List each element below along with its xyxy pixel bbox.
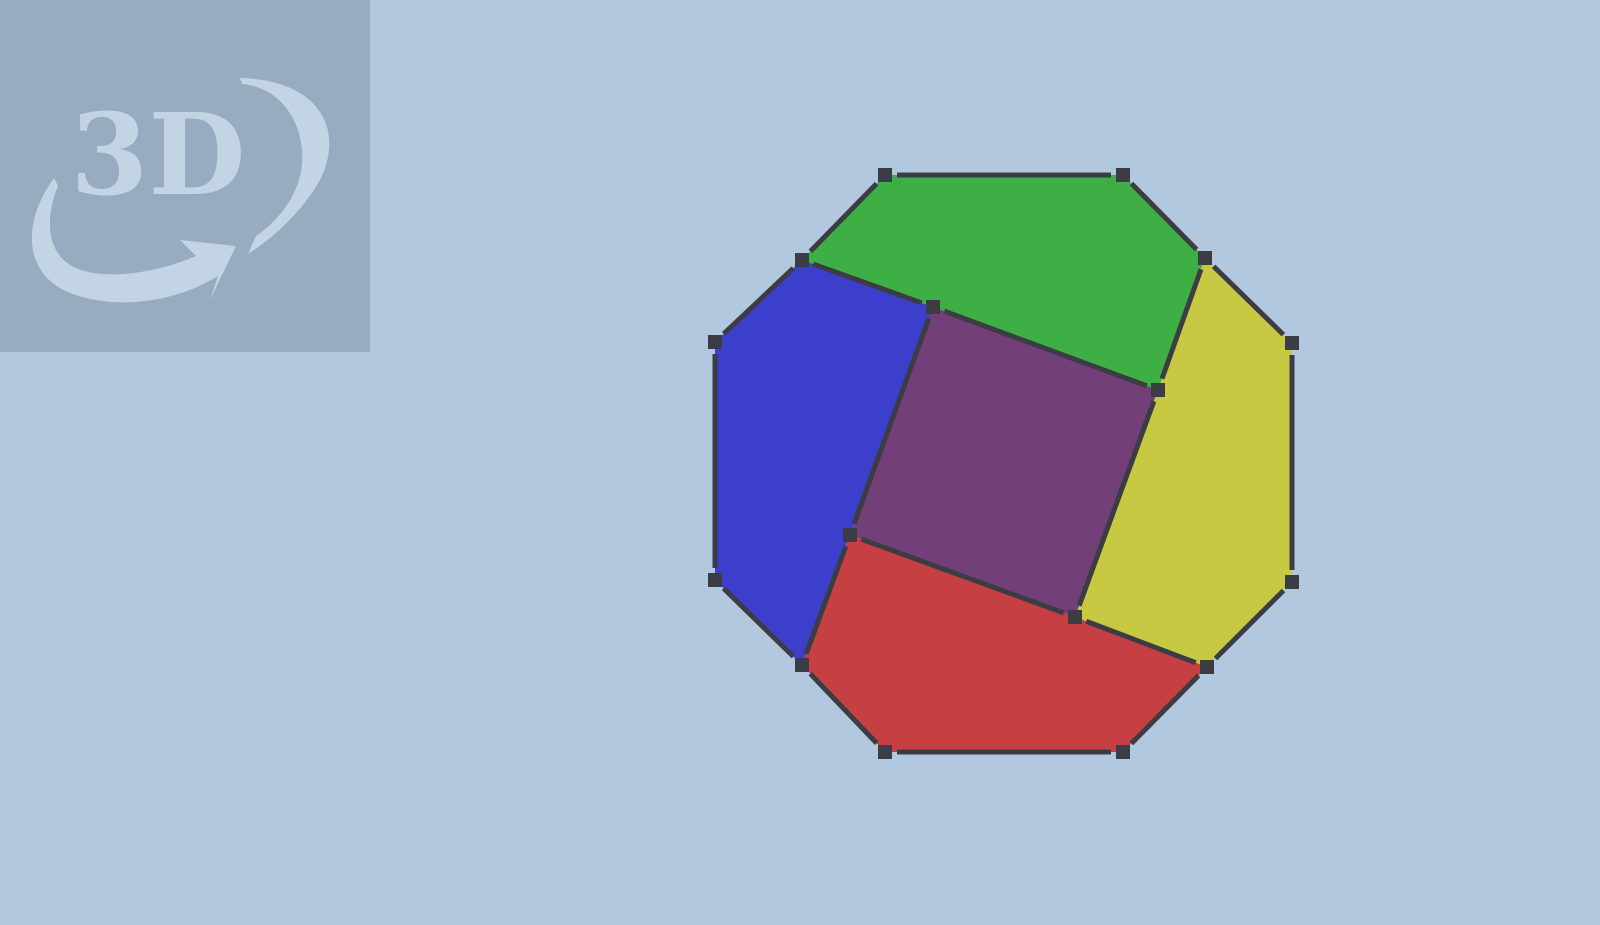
- vertex-handle[interactable]: [1116, 745, 1130, 759]
- edge: [860, 536, 1065, 616]
- vertex-handle[interactable]: [1285, 575, 1299, 589]
- vertex-handle[interactable]: [878, 168, 892, 182]
- vertex-handle[interactable]: [1151, 383, 1165, 397]
- edge: [721, 586, 796, 659]
- face-right[interactable]: [1075, 258, 1292, 667]
- edge: [808, 181, 879, 254]
- edge: [808, 671, 879, 746]
- edge: [943, 308, 1148, 389]
- vertex-handle[interactable]: [795, 253, 809, 267]
- face-left[interactable]: [715, 260, 933, 665]
- face-center[interactable]: [850, 307, 1158, 617]
- vertex-handle[interactable]: [843, 528, 857, 542]
- edge: [1213, 588, 1286, 661]
- view-toggle-label: 3D: [70, 90, 245, 221]
- edge: [1129, 181, 1199, 252]
- edge: [1159, 268, 1204, 380]
- vertices: [708, 168, 1299, 759]
- face-top[interactable]: [802, 175, 1205, 390]
- edges: [712, 172, 1295, 755]
- vertex-handle[interactable]: [1198, 251, 1212, 265]
- vertex-handle[interactable]: [1068, 610, 1082, 624]
- face-bottom[interactable]: [802, 535, 1207, 752]
- edge: [1129, 673, 1201, 746]
- rotate-3d-icon: 3D: [31, 78, 330, 303]
- vertex-handle[interactable]: [926, 300, 940, 314]
- vertex-handle[interactable]: [708, 335, 722, 349]
- vertex-handle[interactable]: [878, 745, 892, 759]
- vertex-handle[interactable]: [1285, 336, 1299, 350]
- edge: [1076, 400, 1157, 607]
- edge: [851, 317, 932, 525]
- edge: [722, 266, 795, 336]
- view-3d-toggle-button[interactable]: 3D: [0, 0, 370, 352]
- edge: [1085, 618, 1197, 666]
- vertex-handle[interactable]: [1116, 168, 1130, 182]
- edge: [1211, 264, 1286, 337]
- edge: [812, 261, 923, 306]
- edge: [803, 545, 849, 655]
- vertex-handle[interactable]: [795, 658, 809, 672]
- vertex-handle[interactable]: [708, 573, 722, 587]
- vertex-handle[interactable]: [1200, 660, 1214, 674]
